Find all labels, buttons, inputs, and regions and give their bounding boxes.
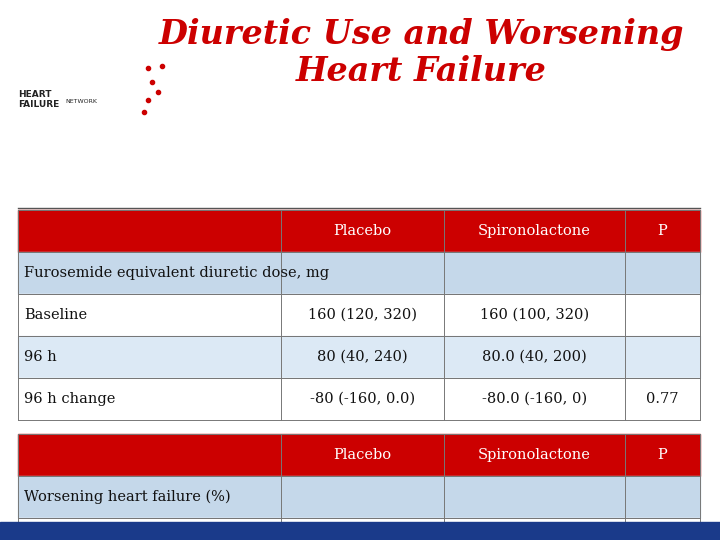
Text: HEART
FAILURE: HEART FAILURE <box>18 90 59 109</box>
Text: 160 (100, 320): 160 (100, 320) <box>480 308 589 322</box>
Text: 96 h change: 96 h change <box>24 392 115 406</box>
Text: Placebo: Placebo <box>333 448 392 462</box>
Text: Heart Failure: Heart Failure <box>296 55 546 88</box>
Text: 0.77: 0.77 <box>647 392 679 406</box>
Text: 80 (40, 240): 80 (40, 240) <box>317 350 408 364</box>
Bar <box>18 336 700 378</box>
Text: Spironolactone: Spironolactone <box>478 224 591 238</box>
Text: NETWORK: NETWORK <box>65 99 97 104</box>
Bar <box>18 252 700 294</box>
Text: 96 h: 96 h <box>24 350 57 364</box>
Text: 160 (120, 320): 160 (120, 320) <box>308 308 417 322</box>
Bar <box>18 378 700 420</box>
Bar <box>0 522 720 540</box>
Text: Worsening heart failure (%): Worsening heart failure (%) <box>24 490 230 504</box>
Text: 0.76: 0.76 <box>646 532 679 540</box>
Text: 80.0 (40, 200): 80.0 (40, 200) <box>482 350 587 364</box>
Text: Placebo: Placebo <box>333 224 392 238</box>
Text: P: P <box>657 448 667 462</box>
Bar <box>18 210 700 252</box>
Text: Spironolactone: Spironolactone <box>478 448 591 462</box>
Text: Inpatient: Inpatient <box>24 532 92 540</box>
Text: P: P <box>657 224 667 238</box>
Text: 18: 18 <box>353 532 372 540</box>
Bar <box>18 518 700 540</box>
Text: -80.0 (-160, 0): -80.0 (-160, 0) <box>482 392 588 406</box>
Text: 19: 19 <box>526 532 544 540</box>
Bar <box>18 294 700 336</box>
Bar <box>18 476 700 518</box>
Text: Baseline: Baseline <box>24 308 87 322</box>
Text: Furosemide equivalent diuretic dose, mg: Furosemide equivalent diuretic dose, mg <box>24 266 329 280</box>
Text: Diuretic Use and Worsening: Diuretic Use and Worsening <box>158 18 684 51</box>
Bar <box>18 434 700 476</box>
Text: -80 (-160, 0.0): -80 (-160, 0.0) <box>310 392 415 406</box>
